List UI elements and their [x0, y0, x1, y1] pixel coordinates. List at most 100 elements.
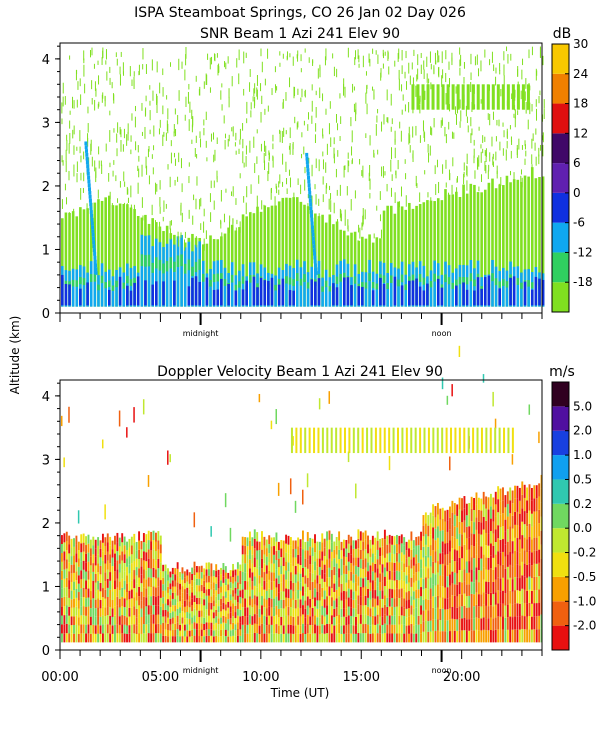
snr-cell: [274, 275, 277, 307]
doppler-cell: [179, 613, 181, 619]
doppler-cell: [422, 515, 425, 526]
doppler-cell: [458, 345, 461, 358]
doppler-cell: [395, 633, 398, 643]
snr-cell: [135, 141, 137, 151]
doppler-cell: [369, 548, 372, 557]
snr-cell: [346, 186, 348, 196]
doppler-cell: [203, 574, 206, 581]
doppler-cell: [432, 538, 435, 551]
doppler-cell: [289, 607, 292, 617]
doppler-cell: [164, 590, 167, 597]
doppler-cell: [367, 562, 369, 572]
snr-cell: [436, 278, 440, 306]
doppler-cell: [222, 602, 225, 610]
doppler-cell: [263, 589, 266, 599]
doppler-cell: [514, 511, 516, 525]
doppler-cell: [203, 599, 206, 606]
doppler-cell: [142, 560, 145, 570]
doppler-cell: [381, 598, 384, 608]
doppler-cell: [99, 574, 102, 583]
snr-cell: [108, 172, 110, 182]
doppler-cell: [427, 621, 430, 632]
doppler-cell: [297, 563, 300, 573]
doppler-cell: [521, 508, 524, 522]
doppler-cell: [140, 574, 143, 584]
snr-cell: [494, 188, 498, 307]
snr-cell: [205, 140, 207, 148]
snr-cell: [246, 118, 248, 124]
doppler-cell: [142, 633, 145, 643]
y-tick-label: 4: [42, 390, 50, 405]
doppler-cell: [338, 540, 341, 550]
doppler-cell: [530, 629, 533, 643]
snr-cell: [527, 269, 530, 307]
snr-cell: [447, 265, 451, 307]
doppler-cell: [126, 427, 128, 438]
doppler-cell: [130, 563, 133, 572]
doppler-cell: [258, 633, 261, 643]
snr-cell: [427, 192, 429, 198]
snr-cell: [313, 252, 317, 256]
snr-cell: [79, 265, 82, 307]
snr-cell: [531, 154, 533, 165]
doppler-cell: [150, 541, 153, 551]
doppler-cell: [408, 608, 410, 617]
doppler-cell: [188, 583, 191, 590]
doppler-cell: [328, 391, 331, 404]
doppler-cell: [364, 558, 367, 568]
doppler-cell: [468, 503, 471, 515]
snr-cell: [503, 64, 505, 76]
doppler-cell: [487, 569, 490, 582]
doppler-cell: [511, 454, 514, 465]
snr-cell: [101, 164, 103, 174]
snr-cell: [220, 221, 222, 229]
doppler-cell: [70, 599, 73, 608]
snr-cell: [470, 133, 472, 144]
doppler-cell: [482, 617, 485, 630]
doppler-cell: [506, 579, 509, 593]
snr-cell: [465, 265, 469, 307]
doppler-cell: [181, 573, 184, 580]
doppler-cell: [273, 546, 275, 555]
doppler-cell: [429, 512, 432, 524]
doppler-cell: [480, 546, 483, 559]
doppler-cell: [439, 586, 442, 598]
doppler-cell: [191, 567, 194, 574]
doppler-cell: [239, 616, 242, 623]
snr-cell: [300, 68, 302, 73]
snr-cell: [88, 198, 92, 203]
snr-cell: [162, 263, 165, 274]
doppler-cell: [263, 545, 266, 555]
doppler-cell: [398, 580, 401, 590]
doppler-cell: [424, 631, 427, 643]
doppler-cell: [234, 605, 237, 613]
snr-cell: [71, 268, 75, 307]
doppler-cell: [379, 607, 382, 617]
snr-cell: [311, 232, 315, 237]
doppler-cell: [265, 582, 268, 591]
doppler-cell: [234, 575, 237, 582]
doppler-cell: [99, 565, 102, 575]
doppler-cell: [367, 580, 369, 589]
doppler-cell: [403, 545, 406, 555]
snr-cell: [94, 263, 98, 268]
doppler-cell: [217, 612, 220, 619]
colorbar-segment: [552, 528, 569, 553]
doppler-cell: [473, 522, 476, 535]
doppler-cell: [477, 570, 480, 583]
snr-cell: [321, 277, 324, 307]
doppler-cell: [116, 633, 119, 643]
doppler-cell: [152, 633, 155, 643]
doppler-cell: [208, 575, 210, 583]
snr-cell: [362, 165, 364, 178]
doppler-cell: [239, 622, 242, 630]
colorbar-label: -0.2: [573, 546, 596, 560]
doppler-cell: [345, 582, 348, 592]
doppler-cell: [367, 544, 369, 554]
doppler-cell: [470, 605, 473, 619]
doppler-cell: [340, 634, 343, 643]
doppler-cell: [104, 572, 107, 582]
doppler-cell: [485, 569, 488, 582]
doppler-cell: [405, 567, 408, 576]
snr-cell: [216, 137, 218, 144]
